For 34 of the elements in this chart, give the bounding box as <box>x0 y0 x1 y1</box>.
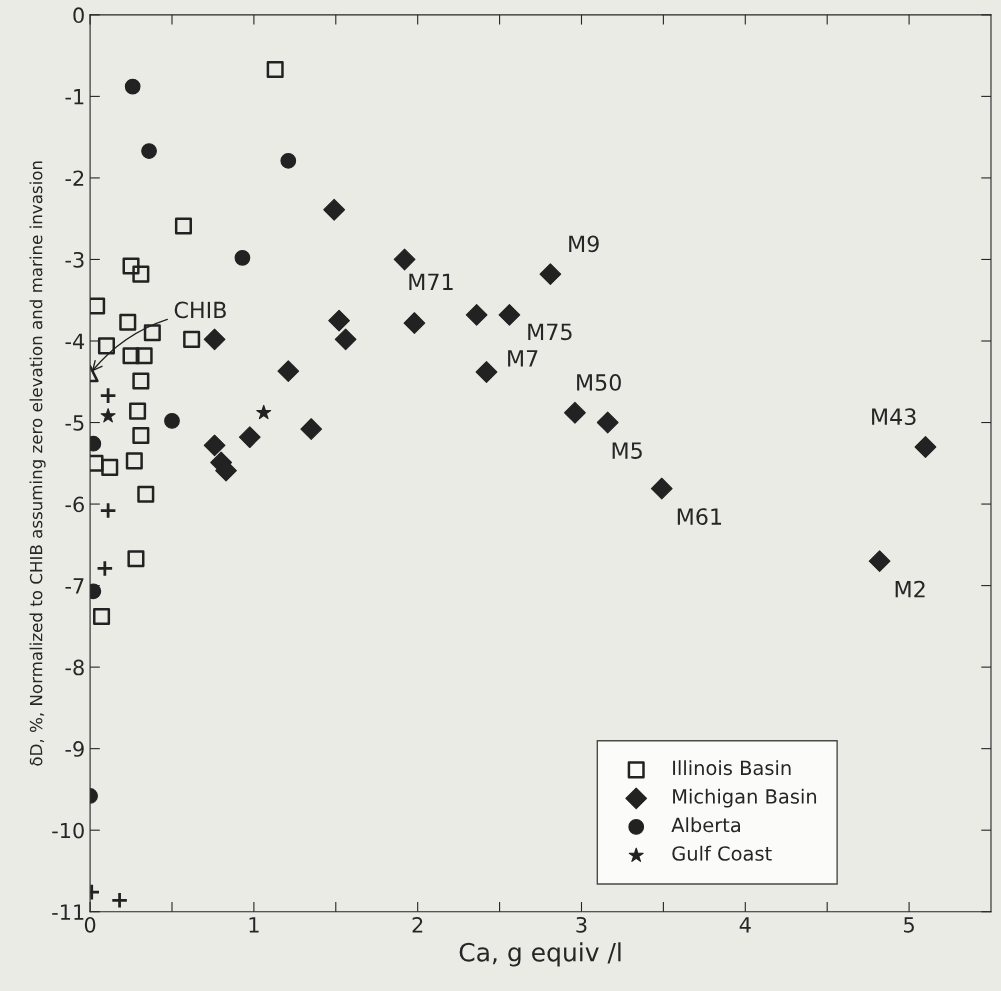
legend-label: Gulf Coast <box>672 845 772 861</box>
annotation: M5 <box>612 442 642 459</box>
y-tick-label: -1 <box>65 89 84 105</box>
y-axis-title: δD, %, Normalized to CHIB assuming zero elevation and marine invasion <box>29 161 46 766</box>
legend-label: Michigan Basin <box>673 788 817 808</box>
x-tick-label: 3 <box>576 916 587 933</box>
annotation: M75 <box>528 323 572 341</box>
y-tick-label: -8 <box>65 659 84 676</box>
y-tick-label: -10 <box>52 822 84 839</box>
x-axis-title: Ca, g equiv /l <box>459 942 621 967</box>
annotation: M7 <box>508 350 538 367</box>
annotation: M9 <box>569 235 599 253</box>
x-tick-label: 1 <box>249 917 259 933</box>
annotation: M71 <box>409 273 453 290</box>
y-tick-label: -3 <box>65 251 84 268</box>
x-tick-label: 5 <box>904 917 914 933</box>
x-tick-label: 2 <box>412 916 423 933</box>
annotation: M50 <box>577 374 621 391</box>
x-tick-label: 0 <box>84 916 96 933</box>
y-tick-label: -11 <box>52 904 84 920</box>
legend-label: Illinois Basin <box>673 760 791 776</box>
x-tick-label: 4 <box>739 917 751 933</box>
annotation: M2 <box>895 580 925 598</box>
annotation: M43 <box>872 408 916 426</box>
y-tick-label: -5 <box>65 415 84 431</box>
legend-label: Alberta <box>671 817 740 833</box>
annotation: M61 <box>677 508 722 525</box>
annotation: CHIB <box>174 301 226 319</box>
y-tick-label: -7 <box>65 578 84 594</box>
y-tick-label: -4 <box>65 333 85 349</box>
y-tick-label: -2 <box>65 170 84 186</box>
y-tick-label: -9 <box>65 741 84 757</box>
y-tick-label: 0 <box>73 7 84 24</box>
y-tick-label: -6 <box>65 496 84 513</box>
